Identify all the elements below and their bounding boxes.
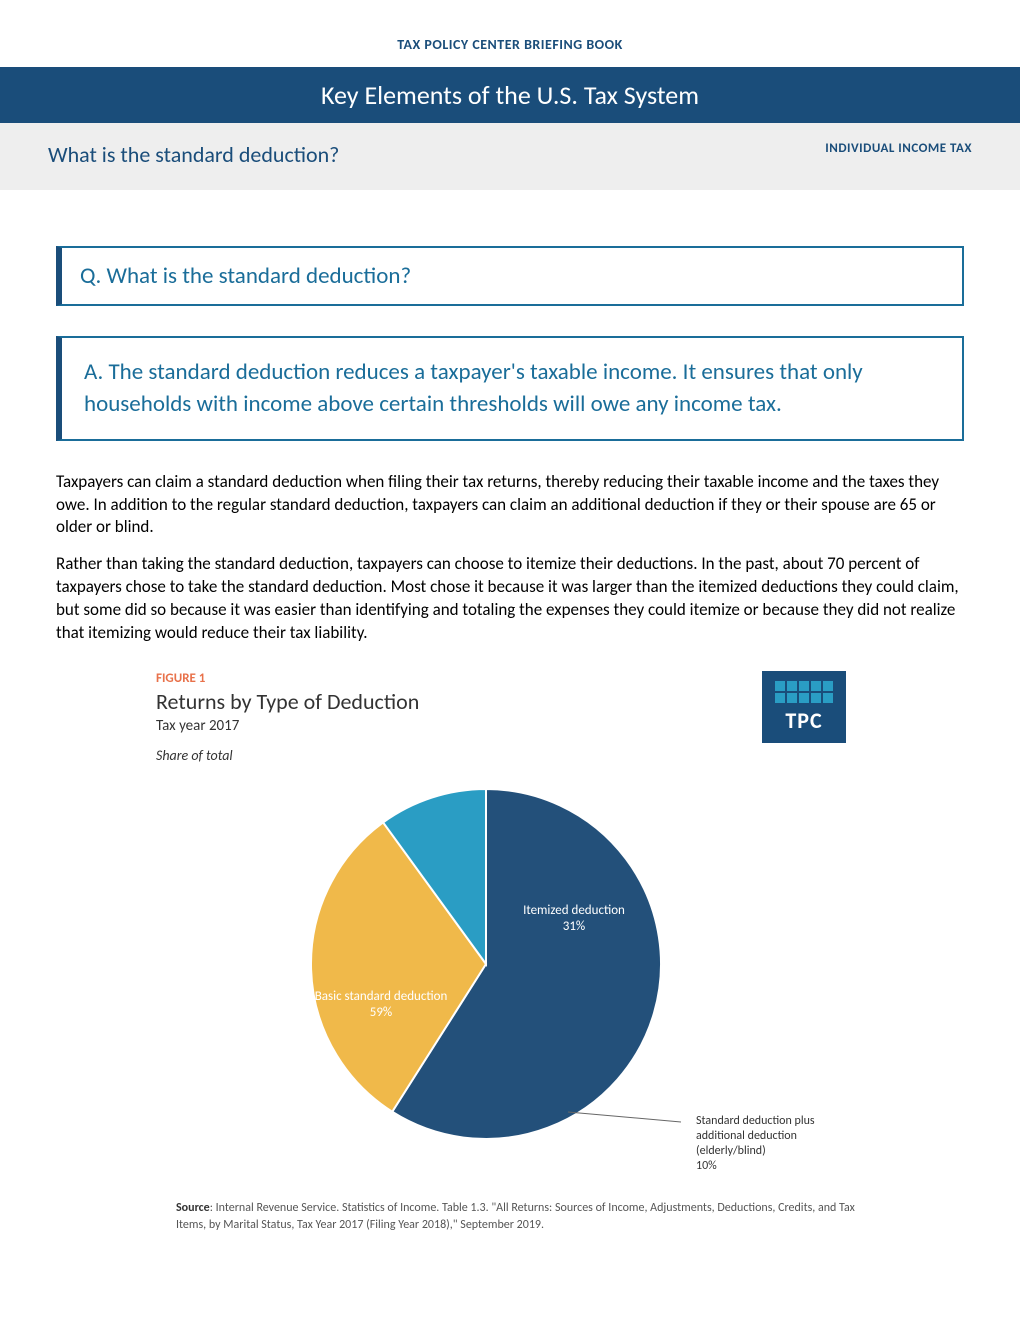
figure-source: Source: Internal Revenue Service. Statis… xyxy=(156,1200,876,1234)
question-text: Q. What is the standard deduction? xyxy=(80,260,944,292)
pie-label: Basic standard deduction xyxy=(315,989,448,1004)
answer-text: A. The standard deduction reduces a taxp… xyxy=(84,356,940,420)
figure-share-label: Share of total xyxy=(156,747,876,764)
answer-box: A. The standard deduction reduces a taxp… xyxy=(56,336,964,440)
tpc-logo-grid-icon xyxy=(775,681,833,703)
pie-chart: Basic standard deduction59% Itemized dedu… xyxy=(156,764,876,1184)
tpc-logo-text: TPC xyxy=(785,707,822,734)
pie-label-external: additional deduction xyxy=(696,1129,797,1143)
subheader-category: INDIVIDUAL INCOME TAX xyxy=(825,141,972,156)
pie-label-external: (elderly/blind) xyxy=(696,1144,766,1158)
pie-svg: Basic standard deduction59% Itemized dedu… xyxy=(156,764,876,1184)
subheader-bar: What is the standard deduction? INDIVIDU… xyxy=(0,123,1020,190)
source-label: Source xyxy=(176,1201,210,1215)
tpc-logo: TPC xyxy=(762,671,846,743)
pie-label: Itemized deduction xyxy=(523,903,625,918)
header-banner: Key Elements of the U.S. Tax System xyxy=(0,67,1020,123)
figure-1: TPC FIGURE 1 Returns by Type of Deductio… xyxy=(156,671,876,1234)
pie-pct: 59% xyxy=(370,1005,392,1020)
header-eyebrow: TAX POLICY CENTER BRIEFING BOOK xyxy=(0,0,1020,67)
body-paragraph-1: Taxpayers can claim a standard deduction… xyxy=(56,471,964,540)
pie-label-external: Standard deduction plus xyxy=(696,1114,815,1128)
pie-label-external: 10% xyxy=(696,1159,717,1173)
source-body: : Internal Revenue Service. Statistics o… xyxy=(176,1201,855,1232)
content-area: Q. What is the standard deduction? A. Th… xyxy=(0,246,1020,1234)
subheader-title: What is the standard deduction? xyxy=(48,141,339,168)
body-paragraph-2: Rather than taking the standard deductio… xyxy=(56,553,964,645)
question-box: Q. What is the standard deduction? xyxy=(56,246,964,306)
pie-pct: 31% xyxy=(563,919,585,934)
